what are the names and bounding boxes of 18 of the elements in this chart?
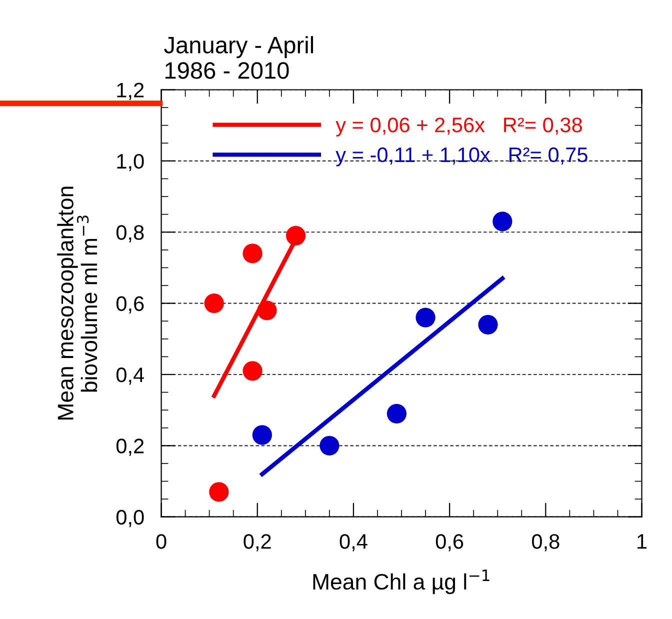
- legend-label: y = 0,06 + 2,56x R²= 0,38: [336, 118, 582, 136]
- x-tick-label: 0,8: [532, 534, 560, 552]
- x-tick-label: 0,6: [436, 534, 464, 552]
- y-tick-label: 0,4: [116, 367, 144, 385]
- x-tick-label: 0,2: [244, 534, 271, 552]
- x-tick-label: 0,4: [340, 534, 368, 552]
- legend-label: y = -0,11 + 1,10x R²= 0,75: [336, 147, 588, 166]
- y-tick-label: 0,8: [116, 225, 144, 242]
- y-tick-label: 1,0: [117, 154, 144, 172]
- chart-title: January - April 1986 - 2010: [164, 36, 314, 79]
- y-tick-label: 0,0: [116, 510, 144, 528]
- x-tick-label: 1: [638, 534, 647, 549]
- x-tick-label: 0: [156, 534, 166, 549]
- y-tick-label: 0,2: [116, 438, 144, 456]
- y-tick-label: 0,6: [116, 296, 144, 314]
- y-axis-title: Mean mesozooplankton biovolume ml m$^{−3}$: [57, 186, 98, 420]
- y-tick-label: 1,2: [117, 82, 144, 100]
- x-axis-title: Mean Chl a µg l$^{−1}$: [313, 570, 490, 594]
